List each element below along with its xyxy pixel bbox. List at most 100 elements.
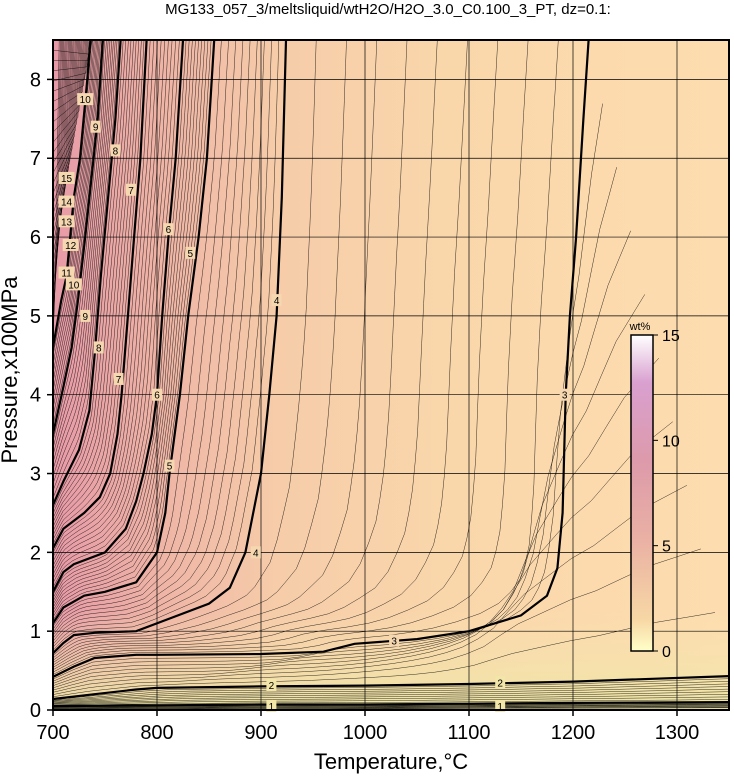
contour-label-text: 10 <box>80 95 92 106</box>
minor-contour-line <box>53 40 529 673</box>
contour-label-box <box>58 195 75 208</box>
plot-frame <box>52 39 730 711</box>
minor-contour-line <box>53 40 129 519</box>
y-axis-label: Pressure,x100MPa <box>0 276 22 464</box>
contour-label: 4 <box>271 294 282 307</box>
contour-label-text: 7 <box>128 186 134 197</box>
contour-label-text: 4 <box>274 296 280 307</box>
minor-contour-line <box>53 40 79 174</box>
contour-label: 9 <box>90 120 101 134</box>
minor-contour-line <box>53 40 94 365</box>
x-tick-label: 1000 <box>343 722 388 744</box>
major-contour-6 <box>53 40 185 593</box>
minor-contour-line <box>53 694 729 705</box>
minor-contour-line <box>53 40 100 409</box>
minor-contour-line <box>53 686 729 702</box>
contour-label-box <box>559 388 570 401</box>
minor-contour-line <box>53 40 468 668</box>
minor-contour-line <box>53 40 498 670</box>
minor-contour-line <box>53 40 173 579</box>
x-tick-label: 900 <box>244 722 277 744</box>
y-tick-label: 4 <box>30 385 41 407</box>
y-tick-label: 0 <box>30 700 41 722</box>
major-contours <box>53 40 729 708</box>
minor-contour-line <box>53 40 438 666</box>
minor-contour-line <box>53 40 72 235</box>
minor-contour-line <box>53 40 82 153</box>
colorbar-tick-label: 15 <box>662 328 680 345</box>
contour-label-box <box>62 238 79 251</box>
y-tick-label: 6 <box>30 227 41 249</box>
x-tick-label: 1200 <box>551 722 596 744</box>
contour-label: 3 <box>389 634 400 648</box>
minor-contour-line <box>53 40 92 357</box>
minor-contour-line <box>53 40 75 215</box>
contour-label-text: 2 <box>269 681 275 692</box>
y-tick-label: 7 <box>30 148 41 170</box>
minor-contour-line <box>53 691 729 704</box>
contour-label-box <box>495 676 506 689</box>
contour-label-box <box>58 171 75 184</box>
contour-label-box <box>126 183 136 196</box>
contour-label-box <box>250 546 261 559</box>
contour-label-box <box>185 246 196 259</box>
contour-label-box <box>266 700 277 713</box>
minor-contour-line <box>53 485 687 693</box>
contour-label-text: 2 <box>497 678 503 689</box>
minor-contour-line <box>53 40 158 562</box>
contour-label-text: 5 <box>187 249 193 260</box>
colorbar-tick-label: 0 <box>662 644 671 661</box>
minor-contour-line <box>53 40 132 523</box>
minor-contour-line <box>53 40 116 484</box>
contour-label: 15 <box>58 171 75 185</box>
x-axis-ticks: 700 800 900 1000 1100 1200 1300 <box>36 710 699 744</box>
contour-label: 1 <box>495 700 506 713</box>
minor-contour-line <box>53 40 142 540</box>
contour-label-text: 7 <box>116 375 122 386</box>
major-contour-2 <box>53 675 729 701</box>
major-contour-1 <box>53 701 729 708</box>
minor-contour-line <box>53 421 673 691</box>
contour-label: 3 <box>559 388 570 402</box>
contour-label-box <box>163 223 174 236</box>
minor-contour-line <box>53 40 83 143</box>
contour-label-text: 11 <box>61 269 72 280</box>
minor-contour-line <box>53 612 716 697</box>
contour-label-text: 14 <box>61 198 73 209</box>
y-tick-label: 8 <box>30 69 41 91</box>
minor-contour-line <box>53 40 118 491</box>
major-contour-4 <box>53 40 288 654</box>
major-contour-5 <box>53 40 216 624</box>
contour-label-box <box>495 700 506 713</box>
minor-contour-line <box>53 40 109 456</box>
contour-label-box <box>110 144 121 157</box>
contour-label: 12 <box>62 238 79 252</box>
contour-label: 7 <box>113 372 124 386</box>
contour-label: 9 <box>80 309 91 323</box>
y-tick-label: 5 <box>30 306 41 328</box>
minor-contour-line <box>53 40 317 656</box>
contour-label-text: 15 <box>61 174 73 185</box>
contour-label-text: 6 <box>154 391 160 402</box>
contour-label: 2 <box>266 678 277 692</box>
contour-label: 2 <box>495 676 506 689</box>
contour-label-text: 3 <box>391 637 397 648</box>
contour-label-text: 5 <box>167 462 173 473</box>
contour-label: 5 <box>185 246 196 260</box>
colorbar-unit: wt% <box>629 321 651 333</box>
contour-label-text: 6 <box>166 225 172 236</box>
contour-label-text: 8 <box>96 343 102 354</box>
minor-contour-line <box>53 705 729 709</box>
contour-label: 10 <box>77 93 94 106</box>
minor-contour-line <box>53 699 729 706</box>
contour-label-box <box>152 388 162 401</box>
contour-label-text: 10 <box>68 280 80 291</box>
contour-label-box <box>164 459 175 472</box>
minor-contour-line <box>53 40 145 545</box>
contour-label-text: 13 <box>61 217 73 228</box>
minor-contour-line <box>53 696 729 705</box>
contour-label-text: 8 <box>113 146 119 157</box>
contour-label-box <box>90 120 101 133</box>
